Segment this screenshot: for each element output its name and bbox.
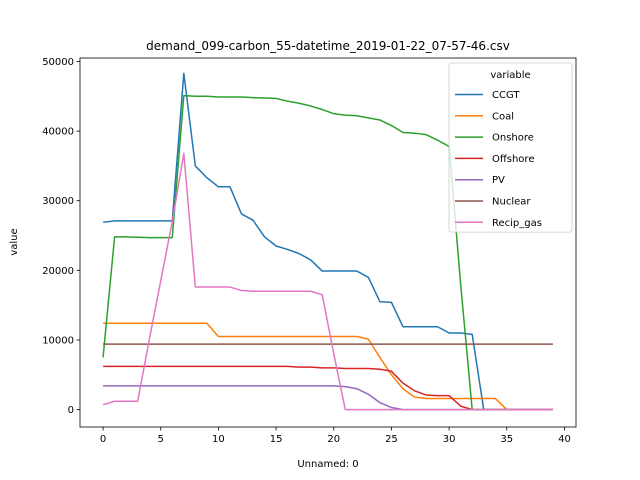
legend: variable CCGT Coal Onshore Offshore PV Nuclear… [448, 62, 573, 233]
legend-label-offshore: Offshore [492, 154, 534, 165]
y-tick-label: 50000 [42, 57, 74, 68]
x-tick-label: 10 [212, 434, 225, 445]
legend-title: variable [490, 70, 530, 81]
legend-label-pv: PV [492, 175, 505, 186]
legend-box [448, 62, 573, 233]
y-tick-label: 30000 [42, 196, 74, 207]
y-tick-label: 40000 [42, 127, 74, 138]
chart-title: demand_099-carbon_55-datetime_2019-01-22… [146, 39, 510, 53]
series-layer [102, 72, 553, 411]
x-tick-label: 15 [270, 434, 283, 445]
y-tick-label: 10000 [42, 335, 74, 346]
x-tick-label: 0 [100, 434, 106, 445]
x-tick-label: 25 [385, 434, 398, 445]
y-tick-label: 20000 [42, 266, 74, 277]
y-axis: 0 10000 20000 30000 40000 50000 [42, 57, 80, 416]
y-axis-title: value [9, 228, 20, 255]
x-tick-label: 5 [158, 434, 164, 445]
x-tick-label: 20 [327, 434, 340, 445]
x-axis-title: Unnamed: 0 [297, 459, 358, 470]
legend-label-ccgt: CCGT [492, 90, 520, 101]
series-line-recip-gas [102, 152, 553, 411]
x-tick-label: 40 [558, 434, 571, 445]
legend-label-nuclear: Nuclear [492, 197, 531, 208]
x-axis: 0 5 10 15 20 25 30 35 40 [100, 427, 571, 445]
legend-label-coal: Coal [492, 111, 514, 122]
x-tick-label: 30 [443, 434, 456, 445]
y-tick-label: 0 [68, 405, 74, 416]
series-line-ccgt [102, 72, 553, 411]
x-tick-label: 35 [500, 434, 513, 445]
legend-label-onshore: Onshore [492, 133, 534, 144]
series-line-coal [103, 322, 553, 411]
legend-label-recip-gas: Recip_gas [492, 218, 542, 229]
